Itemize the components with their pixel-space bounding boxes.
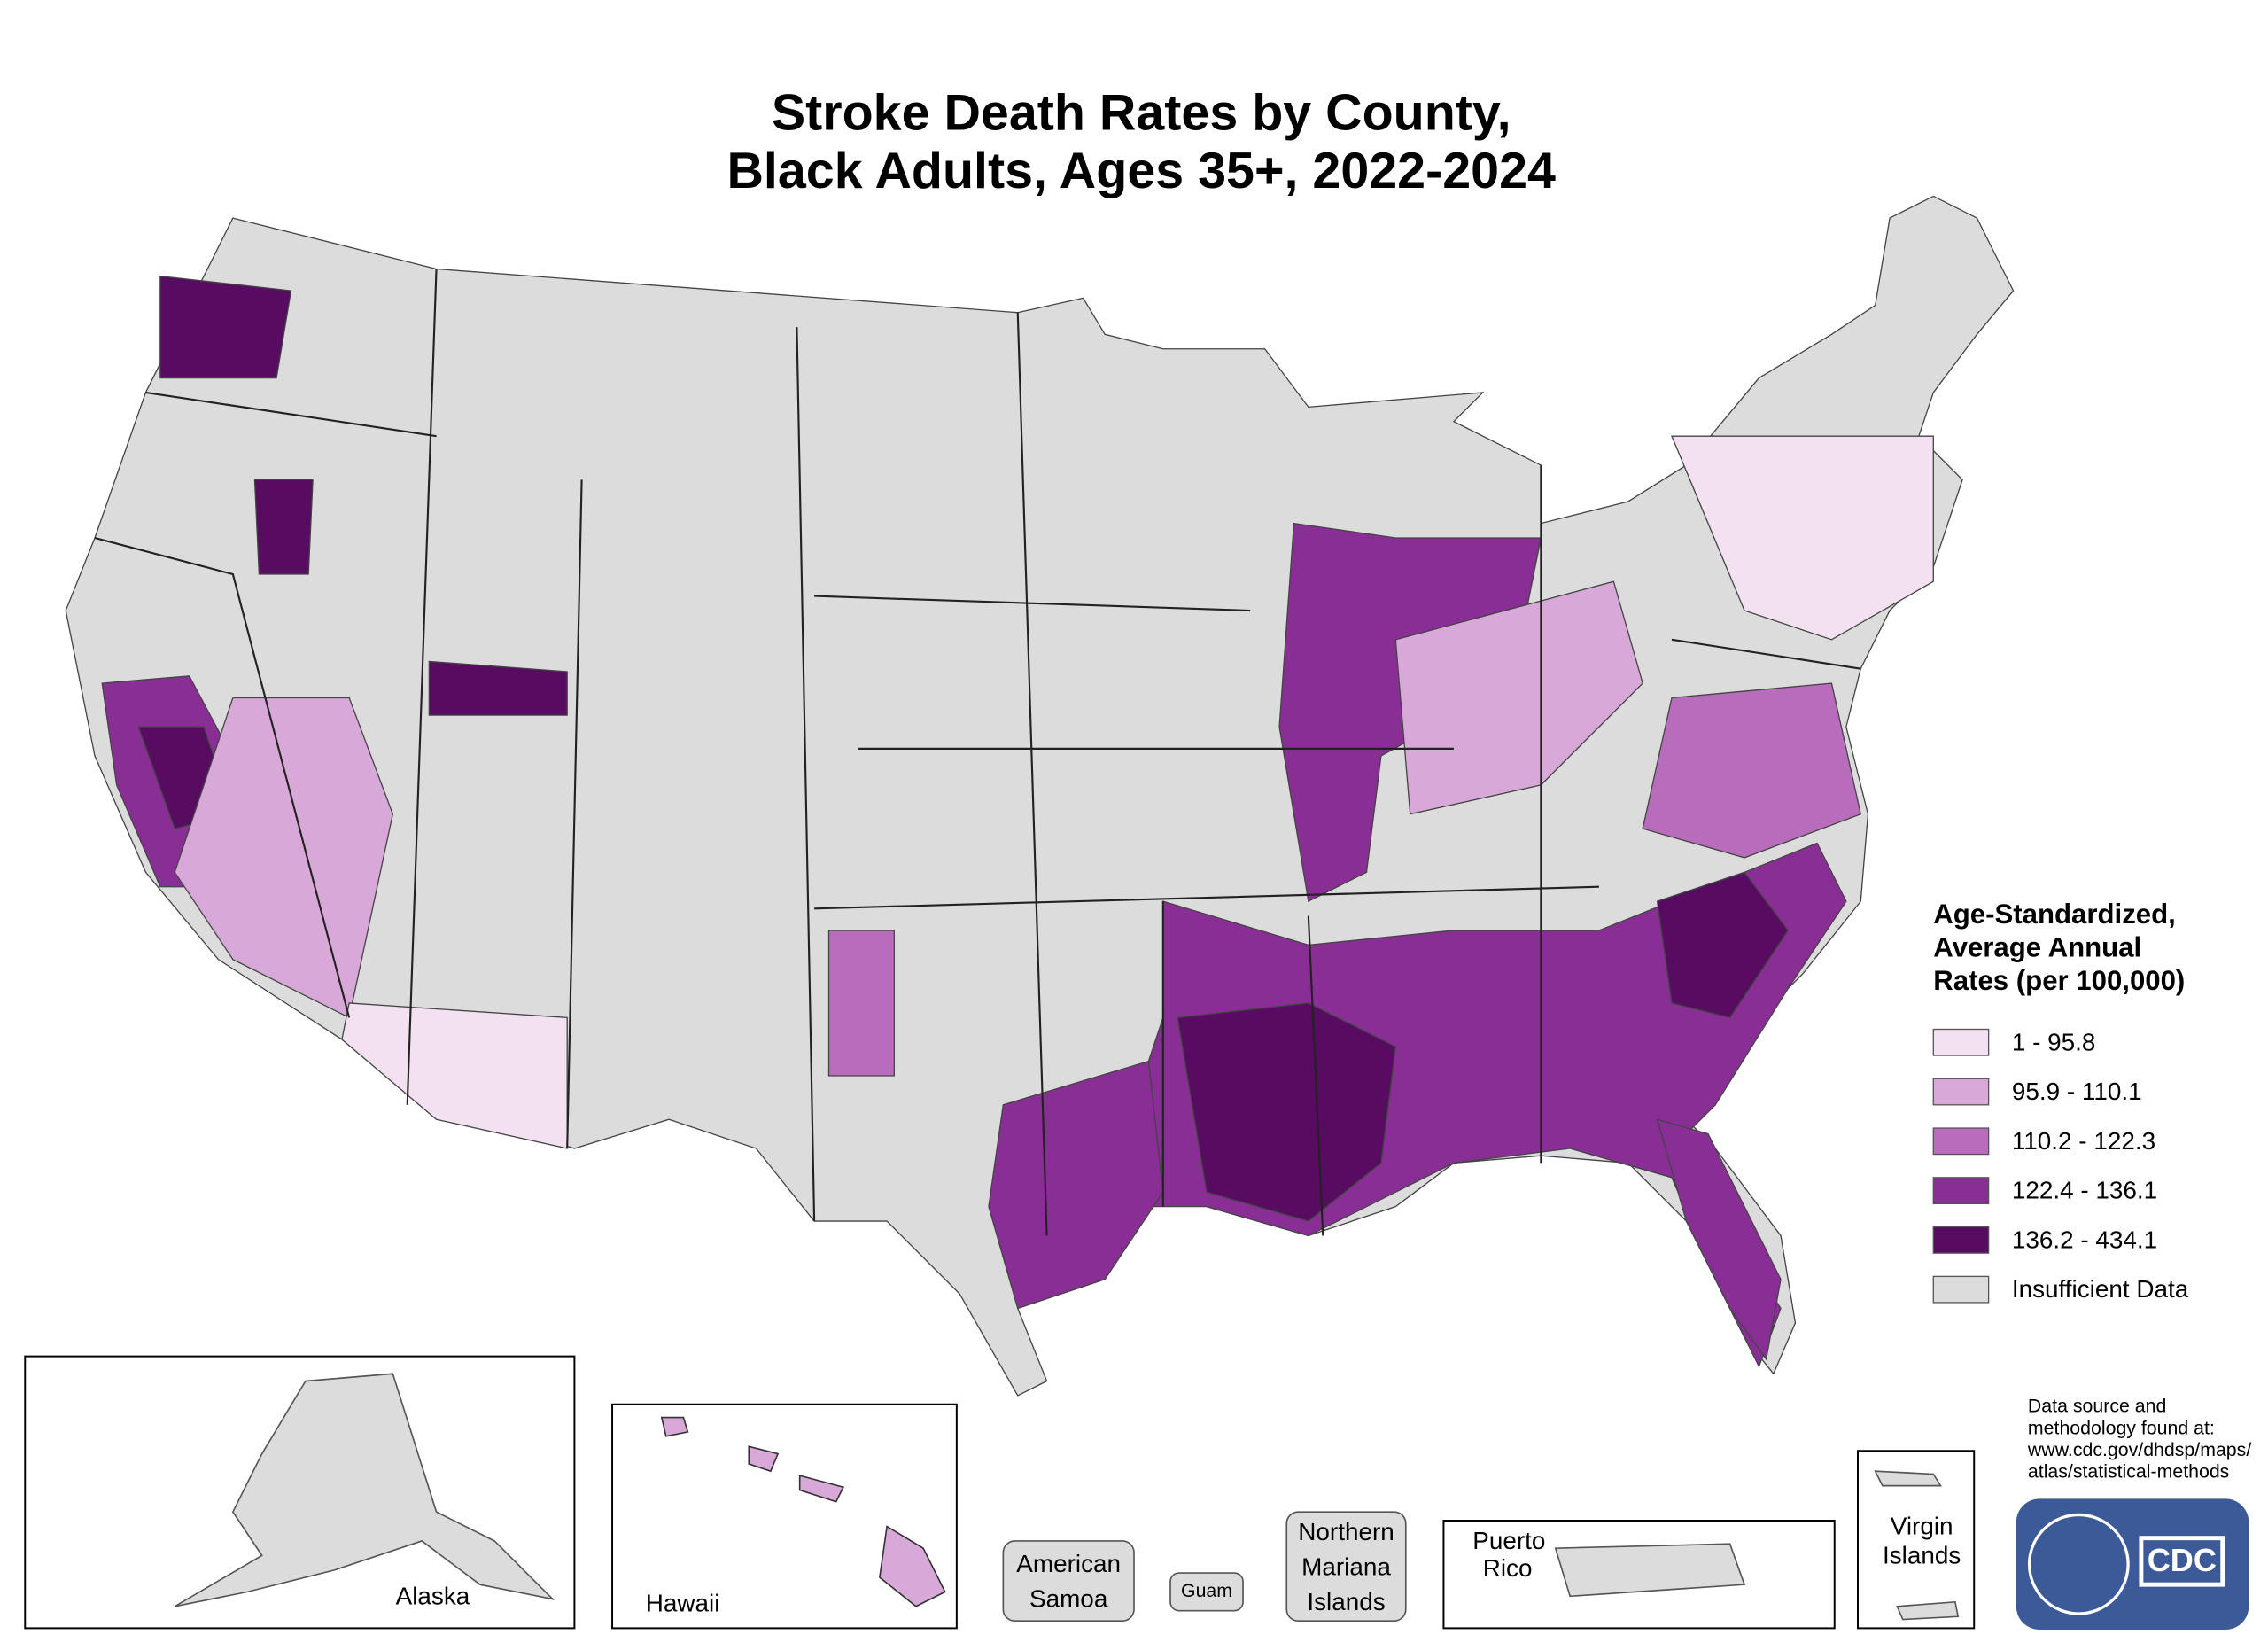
region-texas bbox=[988, 1060, 1164, 1310]
region-virginia bbox=[1642, 682, 1862, 859]
region-wyoming bbox=[428, 660, 568, 716]
region-florida bbox=[1656, 1118, 1782, 1361]
inset-label: Guam bbox=[1181, 1580, 1232, 1601]
legend-label: Insufficient Data bbox=[2012, 1275, 2189, 1303]
legend: 1 - 95.8 95.9 - 110.1 110.2 - 122.3 122.4 -… bbox=[1932, 1028, 2189, 1304]
region-oklahoma bbox=[827, 930, 895, 1077]
source-note: methodology found at: bbox=[2028, 1417, 2215, 1438]
inset-label: American bbox=[1016, 1550, 1121, 1577]
puerto-rico-shape bbox=[1554, 1543, 1746, 1598]
state-border bbox=[94, 269, 1861, 1236]
territory-box bbox=[1002, 1540, 1135, 1623]
territory-box bbox=[1169, 1572, 1244, 1612]
source-note: www.cdc.gov/dhdsp/maps/ bbox=[2027, 1439, 2251, 1460]
cdc-box bbox=[2139, 1536, 2225, 1587]
cdc-text: CDC bbox=[2148, 1542, 2217, 1578]
region-idaho bbox=[253, 479, 314, 575]
virgin-islands-shape bbox=[1874, 1470, 1960, 1621]
hawaii-shape bbox=[660, 1416, 946, 1607]
inset-label: Northern bbox=[1298, 1518, 1394, 1545]
region-delta bbox=[1177, 1002, 1397, 1222]
region-arizona bbox=[341, 1002, 568, 1149]
legend-label: 122.4 - 136.1 bbox=[2012, 1177, 2157, 1204]
legend-label: 136.2 - 434.1 bbox=[2012, 1226, 2157, 1253]
inset-label: Alaska bbox=[396, 1582, 470, 1609]
hhs-seal bbox=[2027, 1513, 2130, 1615]
legend-swatch bbox=[1932, 1127, 1990, 1156]
legend-swatch bbox=[1932, 1078, 1990, 1106]
legend-title: Average Annual bbox=[1933, 931, 2141, 962]
inset-label: Rico bbox=[1483, 1554, 1533, 1582]
title-line: Black Adults, Ages 35+, 2022-2024 bbox=[726, 143, 1556, 199]
legend-title: Age-Standardized, bbox=[1933, 899, 2176, 930]
region-washington bbox=[159, 275, 292, 379]
inset-label: Virgin bbox=[1891, 1513, 1953, 1540]
inset-label: Samoa bbox=[1029, 1585, 1108, 1613]
legend-label: 110.2 - 122.3 bbox=[2012, 1127, 2155, 1155]
legend-swatch bbox=[1932, 1275, 1990, 1304]
region-ohio-valley bbox=[1394, 580, 1643, 815]
legend-swatch bbox=[1932, 1226, 1990, 1254]
inset-frame bbox=[1442, 1520, 1836, 1630]
legend-swatch bbox=[1932, 1028, 1990, 1056]
territory-box bbox=[1285, 1511, 1407, 1623]
legend-swatch bbox=[1932, 1177, 1990, 1205]
inset-label: Mariana bbox=[1301, 1553, 1391, 1580]
legend-label: 1 - 95.8 bbox=[2012, 1028, 2096, 1055]
legend-label: 95.9 - 110.1 bbox=[2012, 1078, 2142, 1105]
alaska-shape bbox=[174, 1373, 555, 1607]
title-line: Stroke Death Rates by County, bbox=[772, 84, 1511, 141]
source-note: Data source and bbox=[2028, 1396, 2166, 1417]
source-note: atlas/statistical-methods bbox=[2028, 1460, 2229, 1482]
inset-label: Islands bbox=[1883, 1541, 1961, 1568]
inset-label: Hawaii bbox=[646, 1590, 720, 1617]
us-map bbox=[65, 195, 2015, 1397]
inset-label: Puerto bbox=[1472, 1527, 1545, 1554]
region-northeast bbox=[1671, 435, 1934, 641]
cdc-logo bbox=[2016, 1498, 2249, 1631]
inset-label: Islands bbox=[1307, 1588, 1385, 1615]
region-carolinas bbox=[1656, 871, 1790, 1019]
legend-title: Rates (per 100,000) bbox=[1933, 965, 2185, 996]
